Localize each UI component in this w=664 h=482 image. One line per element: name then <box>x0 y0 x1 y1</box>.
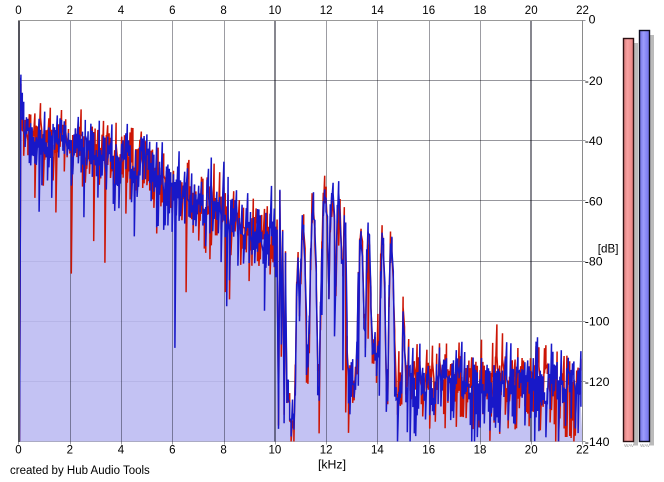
svg-text:4: 4 <box>118 445 125 457</box>
svg-text:10: 10 <box>269 5 282 17</box>
svg-text:-60: -60 <box>585 194 603 208</box>
svg-text:12: 12 <box>320 445 333 457</box>
svg-text:8: 8 <box>220 5 226 17</box>
svg-text:18: 18 <box>474 5 487 17</box>
svg-text:12: 12 <box>320 5 333 17</box>
svg-text:WAV: WAV <box>624 443 634 448</box>
svg-text:22: 22 <box>576 445 589 457</box>
svg-text:0: 0 <box>589 13 596 27</box>
svg-text:16: 16 <box>422 445 435 457</box>
svg-text:18: 18 <box>474 445 487 457</box>
svg-text:[kHz]: [kHz] <box>318 458 346 472</box>
svg-text:14: 14 <box>371 5 384 17</box>
svg-text:20: 20 <box>525 5 538 17</box>
svg-text:2: 2 <box>67 5 73 17</box>
svg-text:-120: -120 <box>585 375 610 389</box>
svg-text:created by Hub Audio Tools: created by Hub Audio Tools <box>10 465 150 477</box>
svg-text:[dB]: [dB] <box>598 242 619 255</box>
svg-text:14: 14 <box>371 445 384 457</box>
svg-text:0: 0 <box>15 445 21 457</box>
svg-text:-20: -20 <box>585 74 603 88</box>
svg-text:16: 16 <box>422 5 435 17</box>
svg-text:20: 20 <box>525 445 538 457</box>
svg-text:6: 6 <box>169 5 175 17</box>
svg-text:-40: -40 <box>585 134 603 148</box>
svg-text:6: 6 <box>169 445 175 457</box>
svg-text:2: 2 <box>67 445 73 457</box>
svg-text:-100: -100 <box>585 315 610 329</box>
svg-text:WAV: WAV <box>640 443 650 448</box>
svg-text:-80: -80 <box>585 255 603 269</box>
svg-text:8: 8 <box>220 445 226 457</box>
svg-text:0: 0 <box>15 5 21 17</box>
svg-text:-140: -140 <box>585 435 610 449</box>
svg-text:22: 22 <box>576 5 589 17</box>
svg-text:4: 4 <box>118 5 125 17</box>
svg-text:10: 10 <box>269 445 282 457</box>
